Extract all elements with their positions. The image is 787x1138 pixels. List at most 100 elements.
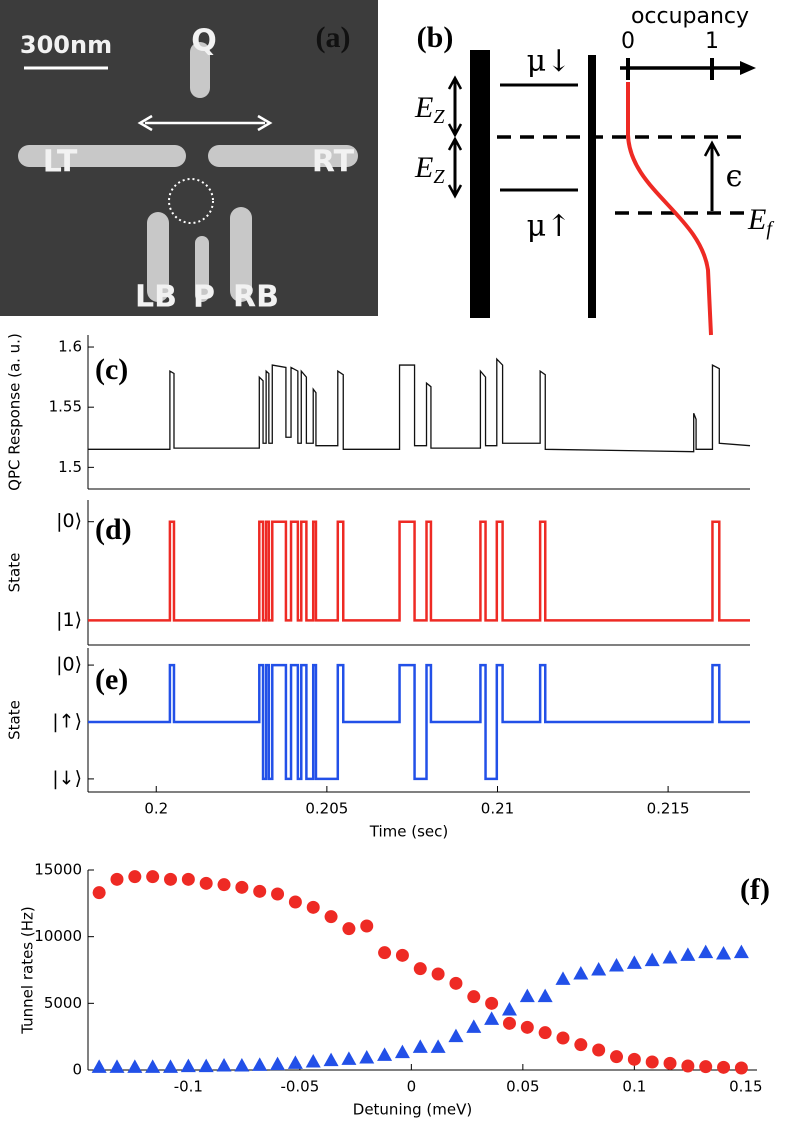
triangle-point — [412, 1039, 428, 1053]
gate-q — [190, 42, 210, 98]
x-tick-label: -0.05 — [280, 1078, 319, 1096]
y-axis-label: QPC Response (a. u.) — [6, 333, 24, 491]
gate-label: RT — [312, 145, 355, 180]
circle-point — [146, 870, 160, 884]
triangle-point — [555, 971, 571, 985]
y-tick-label: |0⟩ — [56, 510, 82, 532]
triangle-point — [252, 1057, 268, 1071]
panel-b: (b) occupancy 0 1 μ↓ μ↑ EZ EZ ϵ Ef — [414, 4, 774, 336]
circle-point — [467, 990, 481, 1004]
triangle-point — [323, 1052, 339, 1067]
circle-point — [538, 1026, 552, 1040]
circle-point — [592, 1043, 606, 1057]
circle-point — [164, 872, 178, 886]
circle-point — [663, 1056, 677, 1070]
panel-label: (a) — [316, 21, 351, 54]
circle-point — [92, 886, 106, 900]
triangle-point — [359, 1050, 375, 1064]
panel-label: (f) — [740, 873, 770, 906]
triangle-point — [519, 988, 535, 1003]
y-tick-label: |↓⟩ — [52, 767, 82, 789]
panel-label: (b) — [417, 21, 454, 54]
x-tick-label: 0.205 — [305, 800, 348, 818]
gate-label: Q — [191, 24, 217, 59]
gate-lt — [18, 145, 186, 167]
circle-point — [110, 872, 124, 886]
gate-rb — [230, 207, 252, 302]
mu-up: μ↑ — [527, 209, 572, 244]
arrow-heads — [447, 75, 463, 199]
circle-point — [520, 1020, 534, 1034]
trace — [88, 663, 750, 781]
circle-point — [717, 1060, 731, 1074]
circle-point — [395, 948, 409, 962]
x-tick-label: 0.21 — [481, 800, 514, 818]
barrier — [470, 50, 490, 318]
triangle-point — [430, 1039, 446, 1053]
arrow-heads — [137, 114, 273, 132]
circle-point — [556, 1031, 570, 1045]
triangle-point — [180, 1058, 196, 1073]
triangle-point — [109, 1059, 125, 1073]
circle-point — [574, 1038, 588, 1052]
triangle-point — [591, 962, 607, 976]
circle-point — [502, 1016, 516, 1030]
x-axis-label: Detuning (meV) — [353, 1101, 472, 1119]
x-tick-label: 0 — [407, 1078, 417, 1096]
gate-label: P — [193, 280, 215, 315]
triangle-point — [377, 1047, 393, 1061]
dot-circle — [168, 178, 214, 224]
triangle-point — [305, 1054, 321, 1068]
triangle-point — [501, 1002, 517, 1016]
gate-label: RB — [233, 280, 279, 315]
y-tick-label: 0 — [72, 1061, 82, 1079]
axis-tick-label: 1 — [705, 29, 719, 54]
gate-p — [195, 236, 209, 302]
triangle-point — [127, 1059, 143, 1073]
gate-label: LB — [135, 280, 177, 315]
circle-point — [645, 1055, 659, 1069]
triangle-point — [163, 1059, 179, 1073]
triangle-point — [234, 1058, 250, 1072]
x-tick-label: 0.05 — [506, 1078, 539, 1096]
fermi-curve — [626, 82, 713, 336]
y-axis-label: Tunnel rates (Hz) — [19, 906, 37, 1034]
x-tick-label: 0.2 — [144, 800, 168, 818]
y-tick-label: |1⟩ — [56, 609, 82, 631]
axis-tick-label: 0 — [621, 29, 635, 54]
trace — [88, 357, 751, 453]
gate-rt — [208, 145, 358, 167]
circle-point — [128, 870, 142, 884]
triangle-point — [448, 1028, 464, 1043]
triangle-point — [733, 944, 749, 959]
arrow-head — [740, 61, 756, 75]
triangle-point — [662, 950, 678, 964]
panel-a: 300nm Q LT RT LB P RB (a) — [0, 0, 378, 316]
triangle-point — [466, 1019, 482, 1033]
y-tick-label: 1.6 — [58, 338, 82, 356]
y-tick-label: 10000 — [34, 927, 82, 945]
triangle-point — [394, 1044, 410, 1059]
triangle-point — [145, 1059, 161, 1073]
circle-point — [449, 976, 463, 990]
circle-point — [306, 900, 320, 914]
fermi-label: Ef — [747, 203, 774, 240]
detuning-label: ϵ — [726, 159, 743, 194]
y-axis-label: State — [6, 700, 24, 740]
circle-point — [288, 895, 302, 909]
triangle-point — [341, 1051, 357, 1065]
circle-point — [324, 910, 338, 924]
triangle-point — [680, 947, 696, 961]
triangle-point — [91, 1059, 107, 1073]
triangle-point — [609, 958, 625, 972]
y-tick-label: 1.5 — [58, 458, 82, 476]
triangle-point — [484, 1011, 500, 1025]
y-tick-label: 1.55 — [49, 398, 82, 416]
circle-point — [734, 1061, 748, 1075]
circle-point — [181, 872, 195, 886]
triangle-point — [270, 1056, 286, 1071]
circle-point — [627, 1052, 641, 1066]
circle-point — [271, 887, 285, 901]
x-tick-label: 0.1 — [622, 1078, 646, 1096]
circle-point — [199, 876, 213, 890]
